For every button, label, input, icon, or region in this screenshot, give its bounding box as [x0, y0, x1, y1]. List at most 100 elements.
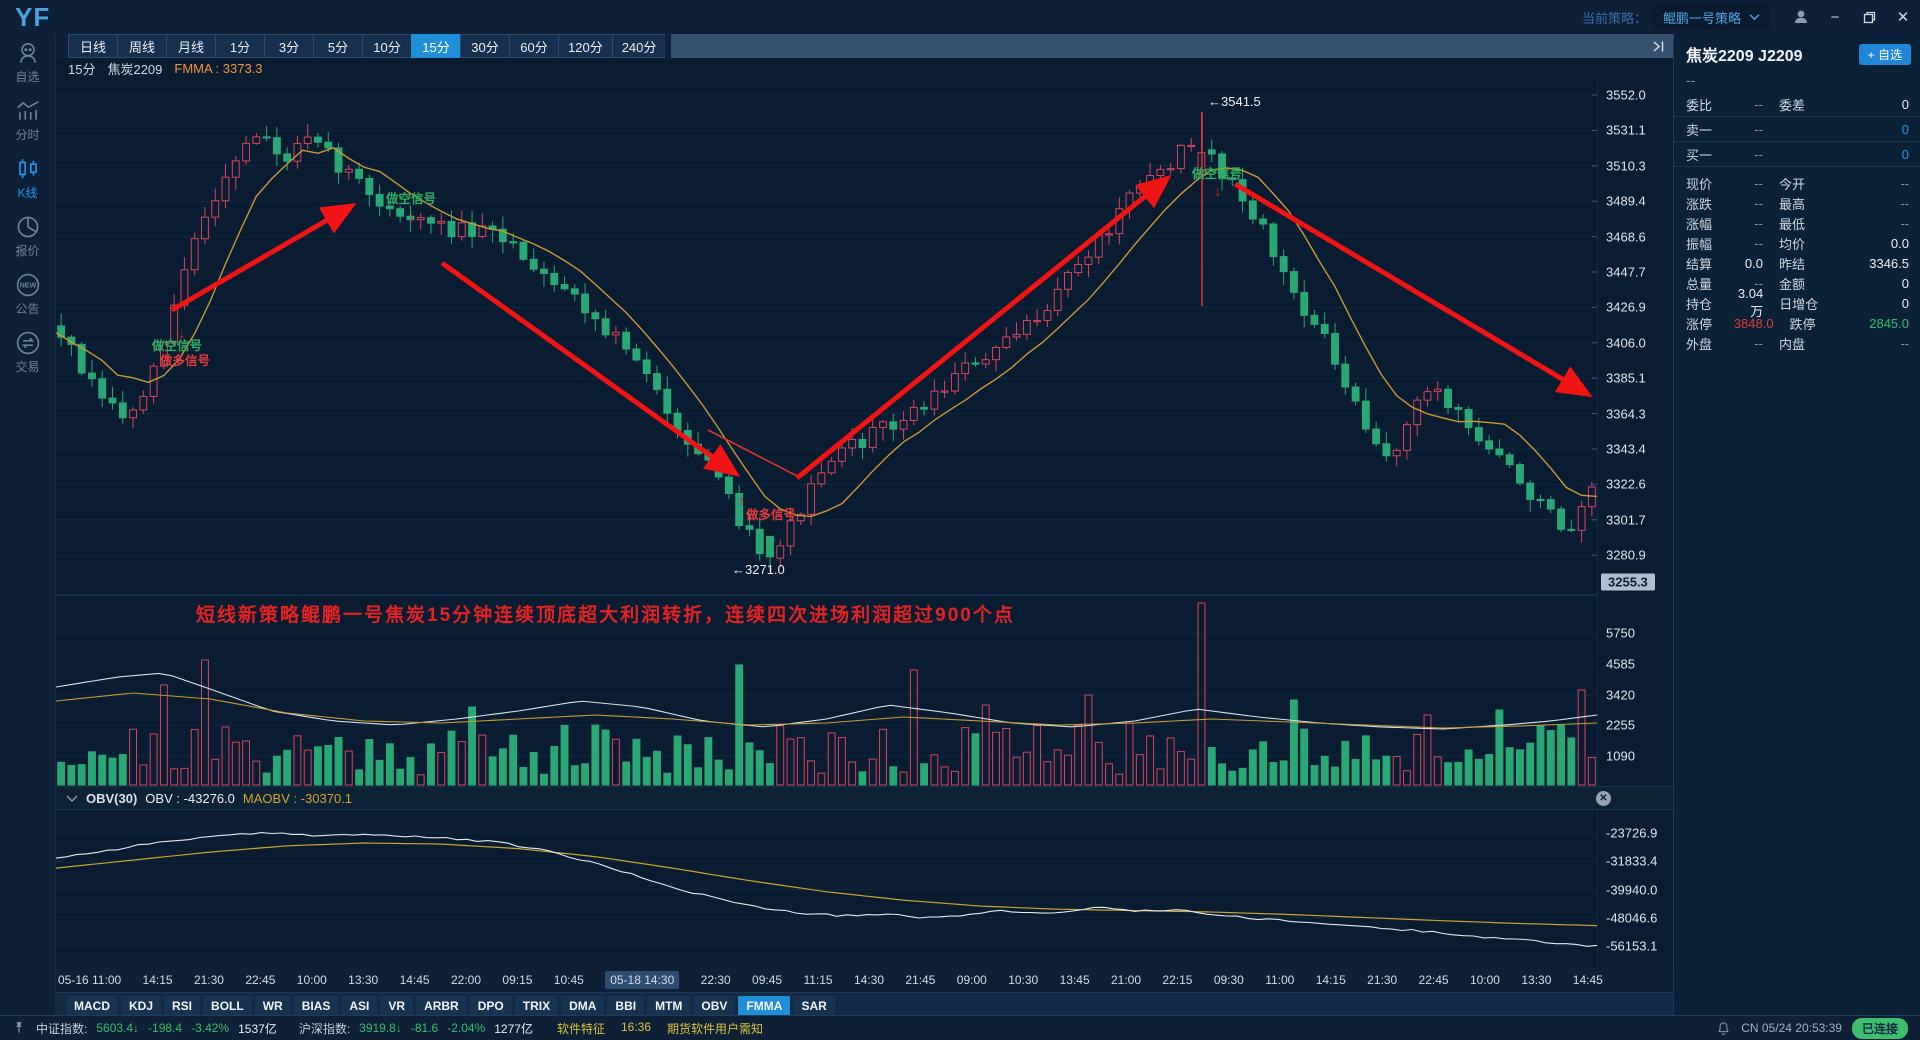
app-logo: YF	[15, 1, 51, 32]
indicator-tab-asi[interactable]: ASI	[341, 996, 378, 1016]
collapse-chevron-icon[interactable]	[66, 794, 78, 803]
strategy-value: 鲲鹏一号策略	[1662, 10, 1741, 26]
timeframe-tab-240分[interactable]: 240分	[611, 34, 666, 58]
quote-row-涨跌: 涨跌 -- 最高 --	[1674, 193, 1920, 213]
quote-label: 跌停	[1789, 316, 1816, 332]
index-pct: -2.04%	[447, 1021, 486, 1035]
time-label: 13:30	[1521, 973, 1552, 987]
strategy-dropdown[interactable]: 鲲鹏一号策略	[1652, 4, 1770, 30]
quote-spread-rows: 委比 -- 委差 0 卖一 -- 0 买一 -- 0	[1674, 92, 1920, 167]
time-label: 11:00	[1265, 973, 1295, 987]
time-label: 10:00	[1469, 973, 1500, 987]
indicator-tab-dma[interactable]: DMA	[561, 996, 605, 1016]
quote-label: 均价	[1779, 236, 1806, 252]
price-tick-label: 3406.0	[1606, 335, 1646, 351]
timeframe-tab-日线[interactable]: 日线	[68, 34, 117, 58]
chart-header: 15分 焦炭2209 FMMA : 3373.3	[56, 58, 1673, 78]
indicator-tab-trix[interactable]: TRIX	[514, 996, 559, 1016]
obv-value: OBV : -43276.0	[145, 790, 235, 806]
status-link[interactable]: 软件特征	[556, 1021, 605, 1036]
indicator-tab-mtm[interactable]: MTM	[647, 996, 691, 1016]
pin-icon[interactable]	[12, 1020, 26, 1036]
sidebar-item-announce[interactable]: NEW 公告	[15, 272, 41, 317]
obv-close-icon[interactable]: ✕	[1596, 790, 1611, 806]
indicator-tab-bbi[interactable]: BBI	[607, 996, 645, 1016]
volume-tick-label: 2255	[1606, 717, 1635, 733]
status-link[interactable]: 16:36	[620, 1019, 651, 1034]
sidebar-item-label: K线	[17, 186, 38, 200]
indicator-tab-wr[interactable]: WR	[254, 996, 291, 1016]
time-label: 21:45	[905, 973, 936, 987]
price-tick-label: 3447.7	[1606, 264, 1646, 280]
sidebar-item-kline[interactable]: K线	[15, 156, 41, 201]
time-label: 10:00	[296, 973, 327, 987]
clock-datetime: CN 05/24 20:53:39	[1741, 1021, 1842, 1035]
price-tick-label: 3426.9	[1606, 299, 1646, 315]
sidebar-item-quotes[interactable]: 报价	[15, 214, 41, 259]
svg-text:NEW: NEW	[19, 283, 36, 290]
quote-label: 涨幅	[1686, 216, 1713, 232]
obv-indicator-header: OBV(30) OBV : -43276.0 MAOBV : -30370.1 …	[56, 786, 1673, 810]
volume-tick-label: 3420	[1606, 687, 1635, 703]
obv-chart-canvas[interactable]: -23726.9 -31833.4 -39940.0 -48046.6 -56153.1	[56, 810, 1673, 968]
minimize-button[interactable]: −	[1830, 8, 1840, 26]
indicator-tab-obv[interactable]: OBV	[693, 996, 736, 1016]
index-label: 沪深指数:	[298, 1021, 351, 1036]
indicator-tab-vr[interactable]: VR	[380, 996, 414, 1016]
timeframe-tab-1分[interactable]: 1分	[215, 34, 264, 58]
add-to-watchlist-button[interactable]: + 自选	[1858, 43, 1911, 65]
user-account-button[interactable]	[1784, 0, 1818, 34]
timeframe-tab-3分[interactable]: 3分	[264, 34, 313, 58]
status-link[interactable]: 期货软件用户需知	[667, 1021, 764, 1036]
quote-title-row: 焦炭2209 J2209 + 自选	[1674, 34, 1920, 70]
quote-price-placeholder: --	[1686, 72, 1696, 88]
indicator-tab-arbr[interactable]: ARBR	[416, 996, 467, 1016]
sidebar-item-intraday[interactable]: 分时	[15, 98, 41, 143]
quote-value: 3346.5	[1869, 255, 1909, 271]
timeframe-tab-120分[interactable]: 120分	[558, 34, 612, 58]
quote-label: 最低	[1779, 216, 1806, 232]
index-value: 3919.8↓	[359, 1021, 402, 1035]
bell-icon[interactable]	[1716, 1021, 1731, 1036]
close-button[interactable]: ✕	[1896, 9, 1910, 26]
quote-value: --	[1754, 275, 1763, 291]
sidebar-item-label: 自选	[15, 70, 40, 84]
person-icon	[19, 42, 36, 63]
index-chg: -198.4	[148, 1021, 183, 1035]
indicator-tab-fmma[interactable]: FMMA	[738, 996, 791, 1016]
obv-axis: -23726.9 -31833.4 -39940.0 -48046.6 -56153.1	[1597, 810, 1674, 968]
indicator-tab-bias[interactable]: BIAS	[293, 996, 339, 1016]
quote-value: --	[1754, 335, 1763, 351]
time-axis: 05-16 11:00 14:15 21:30 22:45 10:00 13:30 14:4…	[56, 968, 1673, 992]
strategy-headline-text: 短线新策略鲲鹏一号焦炭15分钟连续顶底超大利润转折，连续四次进场利润超过900个…	[196, 605, 1015, 626]
indicator-tab-macd[interactable]: MACD	[66, 996, 118, 1016]
timeframe-tab-月线[interactable]: 月线	[166, 34, 215, 58]
indicator-tab-kdj[interactable]: KDJ	[121, 996, 162, 1016]
volume-tick-label: 1090	[1606, 748, 1635, 764]
time-label: 13:45	[1059, 973, 1090, 987]
timeframe-tab-60分[interactable]: 60分	[509, 34, 558, 58]
time-label: 21:00	[1111, 973, 1142, 987]
collapse-right-icon[interactable]	[1652, 40, 1665, 53]
timeframe-tab-周线[interactable]: 周线	[117, 34, 166, 58]
sidebar-item-watchlist[interactable]: 自选	[15, 40, 41, 85]
timeframe-tab-10分[interactable]: 10分	[362, 34, 411, 58]
indicator-tab-boll[interactable]: BOLL	[203, 996, 252, 1016]
timeframe-tab-5分[interactable]: 5分	[313, 34, 362, 58]
quote-value: --	[1754, 175, 1763, 191]
index-amt: 1537亿	[238, 1021, 277, 1036]
timeframe-tab-30分[interactable]: 30分	[460, 34, 509, 58]
restore-button[interactable]	[1852, 0, 1886, 34]
left-sidebar: 自选分时 K线报价 NEW 公告交易	[0, 34, 55, 1015]
indicator-tab-sar[interactable]: SAR	[793, 996, 835, 1016]
time-label: 14:15	[142, 973, 173, 987]
indicator-tab-rsi[interactable]: RSI	[164, 996, 201, 1016]
price-tick-label: 3301.7	[1606, 512, 1646, 528]
main-chart-canvas[interactable]: 做空信号 做多信号 ↓ 做空信号 ↓ 做多信号 ↑ 做空信号 ↓ ←3541.5 ←3271.0 3…	[56, 78, 1673, 786]
sidebar-item-trade[interactable]: 交易	[15, 330, 41, 375]
price-tick-label: 3531.1	[1606, 122, 1646, 138]
timeframe-tab-15分[interactable]: 15分	[411, 34, 460, 58]
indicator-tab-dpo[interactable]: DPO	[469, 996, 512, 1016]
quote-value: 0.0	[1744, 255, 1763, 271]
